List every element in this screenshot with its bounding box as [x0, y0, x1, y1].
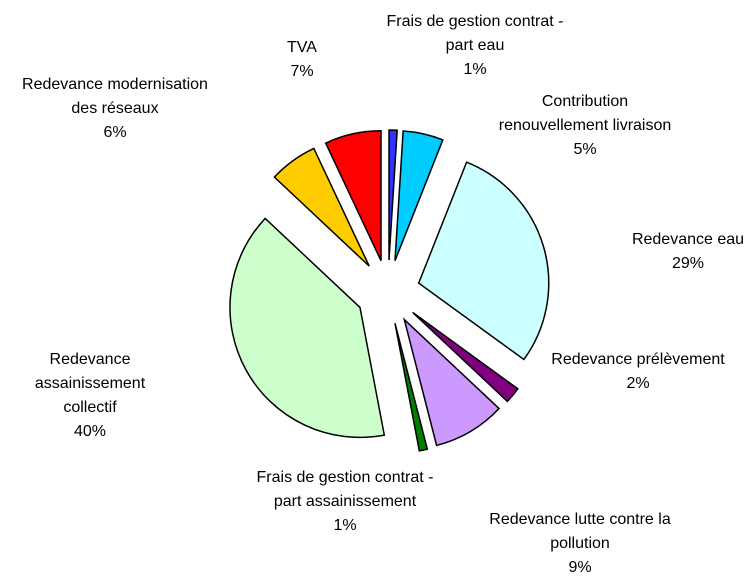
slice-value: 5%: [573, 141, 597, 158]
pie-slice: [402, 317, 501, 447]
pie-slice: [394, 323, 429, 452]
slice-value: 7%: [290, 63, 314, 80]
slice-label: Frais de gestion contrat - part assainis…: [195, 466, 495, 538]
slice-value: 1%: [463, 61, 487, 78]
slice-label: Redevance prélèvement 2%: [488, 348, 756, 396]
slice-label: Redevance eau 29%: [538, 228, 756, 276]
slice-name: Frais de gestion contrat - part eau: [386, 13, 564, 54]
slice-value: 2%: [626, 375, 650, 392]
slice-label: TVA 7%: [152, 36, 452, 84]
slice-name: Redevance modernisation des réseaux: [22, 76, 208, 117]
slice-label: Redevance modernisation des réseaux 6%: [0, 73, 265, 145]
pie-slice: [412, 311, 519, 403]
slice-value: 1%: [333, 517, 357, 534]
slice-label: Frais de gestion contrat - part eau 1%: [325, 10, 625, 82]
slice-label: Redevance lutte contre la pollution 9%: [430, 508, 730, 577]
slice-name: Contribution renouvellement livraison: [498, 93, 672, 134]
pie-slice: [417, 161, 550, 361]
slice-name: Redevance assainissement collectif: [34, 351, 146, 416]
slice-name: Redevance lutte contre la pollution: [489, 511, 671, 552]
slice-name: Redevance prélèvement: [551, 351, 725, 368]
slice-value: 29%: [671, 255, 705, 272]
slice-label: Contribution renouvellement livraison 5%: [435, 90, 735, 162]
pie-slice: [394, 130, 444, 262]
slice-name: Redevance eau: [631, 231, 745, 248]
slice-value: 9%: [568, 559, 592, 576]
pie-slice: [324, 130, 382, 262]
slice-label: Redevance assainissement collectif 40%: [0, 348, 240, 444]
pie-slice: [388, 129, 398, 261]
slice-value: 6%: [103, 124, 127, 141]
slice-value: 40%: [73, 423, 107, 440]
slice-name: Frais de gestion contrat - part assainis…: [256, 469, 434, 510]
slice-name: TVA: [287, 39, 317, 56]
pie-slice: [229, 217, 386, 439]
pie-slice: [273, 147, 370, 267]
